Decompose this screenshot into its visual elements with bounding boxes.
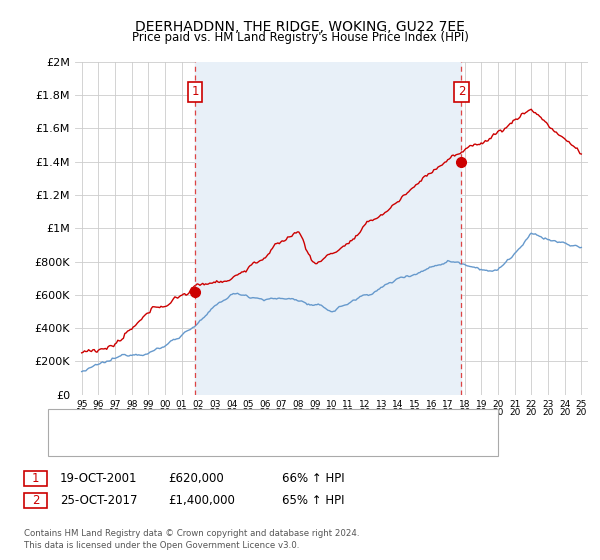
Text: ——: ——	[60, 414, 88, 428]
Text: 25-OCT-2017: 25-OCT-2017	[60, 494, 137, 507]
Text: 19-OCT-2001: 19-OCT-2001	[60, 472, 137, 485]
Text: Contains HM Land Registry data © Crown copyright and database right 2024.
This d: Contains HM Land Registry data © Crown c…	[24, 529, 359, 550]
Text: £1,400,000: £1,400,000	[168, 494, 235, 507]
Text: Price paid vs. HM Land Registry's House Price Index (HPI): Price paid vs. HM Land Registry's House …	[131, 31, 469, 44]
Text: 2: 2	[458, 85, 465, 98]
Text: 66% ↑ HPI: 66% ↑ HPI	[282, 472, 344, 485]
Text: £620,000: £620,000	[168, 472, 224, 485]
Text: 65% ↑ HPI: 65% ↑ HPI	[282, 494, 344, 507]
Text: 1: 1	[32, 472, 39, 485]
Bar	[195, 62, 461, 395]
Text: 2: 2	[32, 494, 39, 507]
Text: ——: ——	[60, 437, 88, 451]
Text: DEERHADDNN, THE RIDGE, WOKING, GU22 7EE (detached house): DEERHADDNN, THE RIDGE, WOKING, GU22 7EE …	[87, 418, 428, 428]
Text: DEERHADDNN, THE RIDGE, WOKING, GU22 7EE: DEERHADDNN, THE RIDGE, WOKING, GU22 7EE	[135, 20, 465, 34]
Text: HPI: Average price, detached house, Woking: HPI: Average price, detached house, Woki…	[87, 441, 318, 451]
Text: 1: 1	[191, 85, 199, 98]
